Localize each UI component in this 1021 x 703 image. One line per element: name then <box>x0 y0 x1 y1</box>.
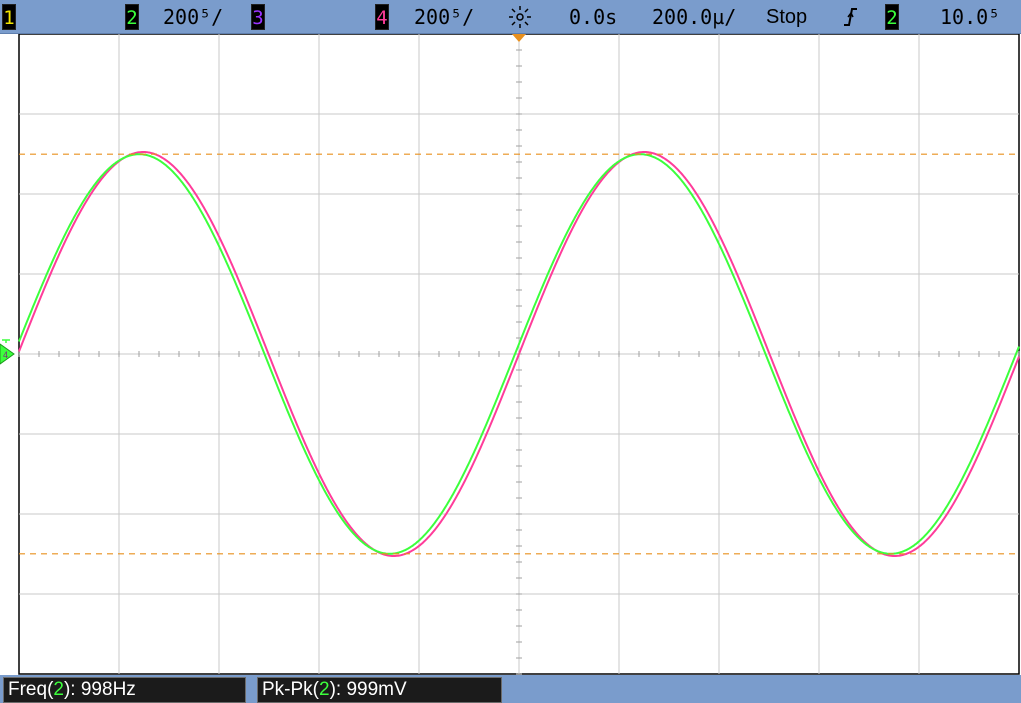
measurement-bar: Freq(2): 998Hz Pk-Pk(2): 999mV <box>0 675 1021 703</box>
pkpk-measurement[interactable]: Pk-Pk(2): 999mV <box>257 677 502 703</box>
time-offset: 0.0s <box>569 5 618 29</box>
channel-2-indicator[interactable]: 2 <box>125 4 139 30</box>
freq-label-prefix: Freq( <box>8 679 54 700</box>
channel-4-indicator[interactable]: 4 <box>375 4 389 30</box>
rising-edge-icon <box>844 8 857 26</box>
channel-4-trace <box>18 151 1020 557</box>
pkpk-label-prefix: Pk-Pk( <box>262 679 319 700</box>
channel-3-indicator[interactable]: 3 <box>251 4 265 30</box>
channel-1-indicator[interactable]: 1 <box>2 4 16 30</box>
timebase: 200.0µ/ <box>652 5 737 29</box>
trigger-position-marker[interactable] <box>512 34 526 42</box>
svg-text:4: 4 <box>3 350 8 360</box>
channel-2-scale: 200⁵/ <box>163 5 224 29</box>
ground-reference-icon[interactable]: 4 <box>0 338 18 368</box>
freq-channel: 2 <box>53 679 64 700</box>
run-state[interactable]: Stop <box>766 6 808 28</box>
pkpk-value: ): 999mV <box>329 679 407 700</box>
pkpk-channel: 2 <box>319 679 330 700</box>
waveform-plot <box>18 33 1020 675</box>
waveform-display[interactable] <box>0 33 1021 675</box>
channel-4-scale: 200⁵/ <box>414 5 475 29</box>
freq-measurement[interactable]: Freq(2): 998Hz <box>3 677 246 703</box>
freq-value: ): 998Hz <box>63 679 136 700</box>
trigger-level: 10.0⁵ <box>940 5 1001 29</box>
trigger-position-icon <box>509 6 531 28</box>
status-bar: 1 2 200⁵/ 3 4 200⁵/ 0.0s 200.0µ/ Stop 2 … <box>0 0 1021 34</box>
trigger-source-indicator[interactable]: 2 <box>885 4 899 30</box>
channel-2-trace <box>18 153 1020 555</box>
